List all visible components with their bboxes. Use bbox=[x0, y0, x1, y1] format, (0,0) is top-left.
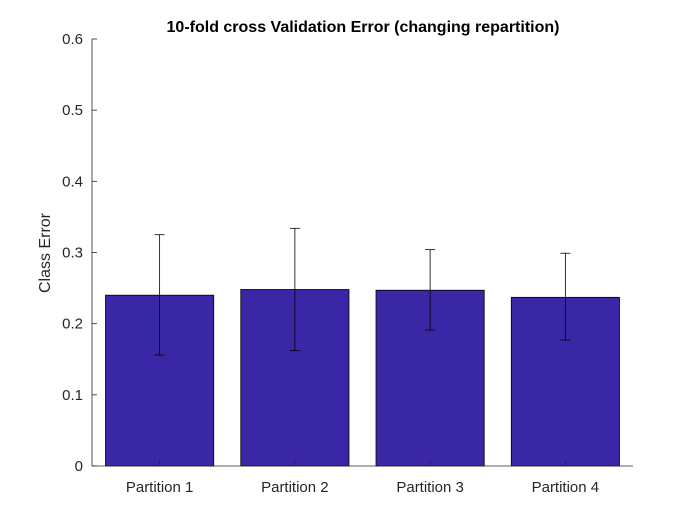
y-tick-label: 0.4 bbox=[62, 173, 83, 190]
y-tick-label: 0.1 bbox=[62, 387, 83, 404]
x-tick-label: Partition 2 bbox=[261, 479, 329, 496]
chart-title: 10-fold cross Validation Error (changing… bbox=[167, 19, 560, 36]
x-tick-label: Partition 4 bbox=[532, 479, 600, 496]
y-tick-label: 0.2 bbox=[62, 316, 83, 333]
y-tick-label: 0.3 bbox=[62, 245, 83, 262]
y-tick-label: 0.6 bbox=[62, 31, 83, 48]
y-tick-label: 0 bbox=[75, 458, 83, 475]
plot-area: Partition 1 Partition 2 Partition 3 Partiti… bbox=[62, 31, 633, 496]
y-axis-label: Class Error bbox=[37, 212, 54, 293]
y-tick-label: 0.5 bbox=[62, 102, 83, 119]
x-tick-label: Partition 3 bbox=[396, 479, 464, 496]
x-tick-label: Partition 1 bbox=[126, 479, 194, 496]
